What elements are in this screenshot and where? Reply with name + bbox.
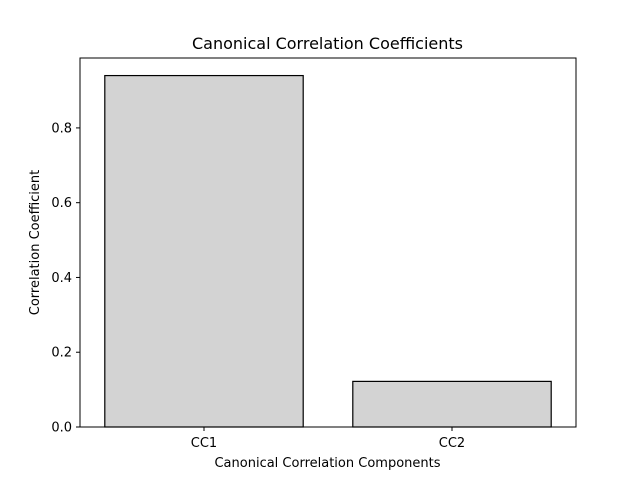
- x-tick-label: CC2: [439, 436, 465, 451]
- chart-title: Canonical Correlation Coefficients: [192, 34, 463, 53]
- x-tick-label: CC1: [191, 436, 217, 451]
- x-axis-label: Canonical Correlation Components: [214, 456, 440, 471]
- y-tick-label: 0.2: [51, 346, 72, 361]
- y-axis-label: Correlation Coefficient: [28, 170, 43, 316]
- bars-group: [104, 74, 552, 428]
- y-tick-label: 0.6: [51, 196, 72, 211]
- y-tick-label: 0.8: [51, 121, 72, 136]
- y-tick-label: 0.4: [51, 271, 72, 286]
- plot-frame: [79, 57, 577, 428]
- x-axis: CC1 CC2: [191, 427, 465, 451]
- bar-cc1: [104, 74, 304, 428]
- bar-cc2: [352, 380, 552, 428]
- y-axis: 0.0 0.2 0.4 0.6 0.8: [51, 121, 80, 436]
- y-tick-label: 0.0: [51, 421, 72, 436]
